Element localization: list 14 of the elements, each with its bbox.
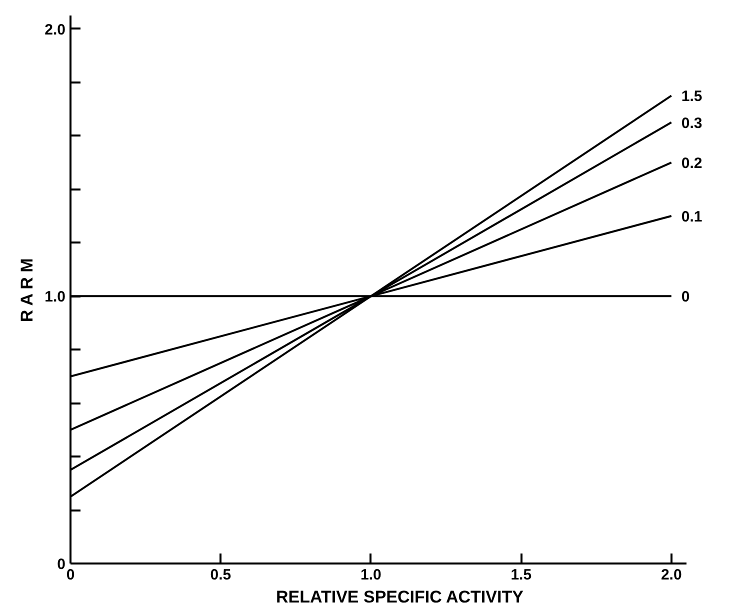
x-tick-label: 2.0 — [660, 566, 682, 584]
x-tick-label: 1.0 — [360, 566, 382, 584]
series-label: 0.2 — [681, 155, 702, 172]
y-tick-label: 1.0 — [44, 288, 66, 306]
series-label: 1.5 — [681, 88, 702, 106]
x-axis-title: RELATIVE SPECIFIC ACTIVITY — [276, 588, 524, 606]
y-tick-label: 2.0 — [44, 21, 66, 38]
y-tick-label: 0 — [57, 556, 66, 573]
x-tick-label: 0.5 — [210, 566, 232, 584]
series-label: 0 — [681, 288, 690, 306]
series-label: 0.3 — [681, 114, 702, 132]
x-tick-label: 1.5 — [510, 566, 532, 584]
y-axis-title: R A R M — [18, 258, 37, 322]
series-label: 0.1 — [681, 208, 702, 226]
